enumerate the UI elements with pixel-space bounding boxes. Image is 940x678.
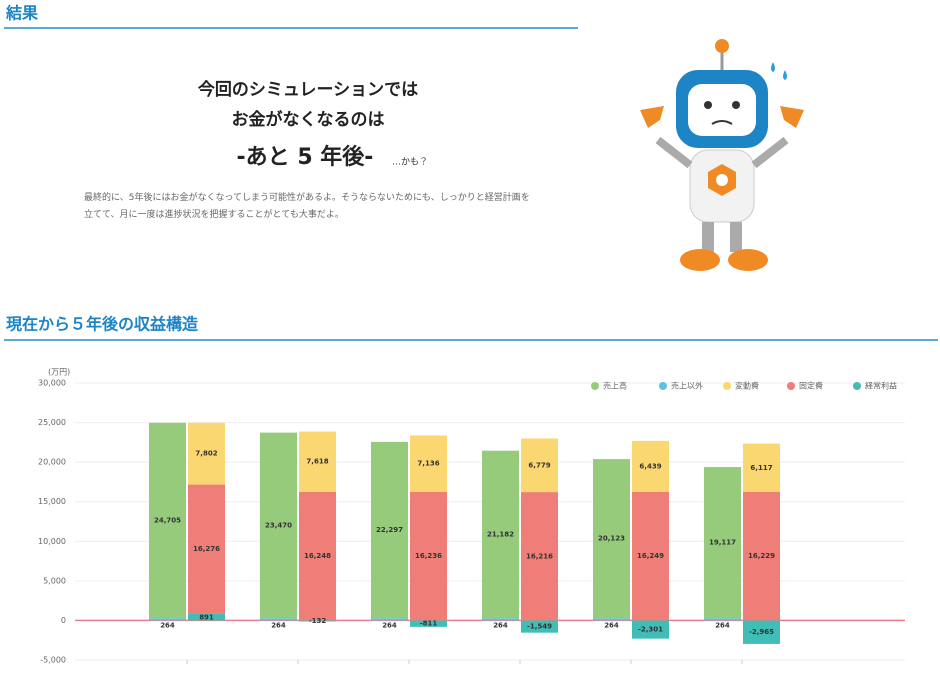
bar-segment [593,618,630,621]
y-tick-label: 15,000 [38,497,66,506]
value-label: 264 [160,621,175,629]
bar-segment [521,492,558,621]
bar-segment [593,459,630,619]
value-label: 264 [604,621,619,629]
robot [640,39,804,271]
value-label: -1,549 [527,623,552,631]
value-label: -2,965 [749,628,774,636]
bar-segment [632,440,669,492]
result-message: 最終的に、5年後にはお金がなくなってしまう可能性があるよ。そうならないためにも、… [84,193,530,220]
y-tick-label: 0 [61,616,66,625]
value-label: 891 [199,613,214,621]
y-axis-label: (万円) [48,368,70,377]
bar-segment [371,618,408,621]
bar-segment [299,491,336,621]
bar-segment [704,618,741,621]
value-label: 16,276 [193,545,220,553]
bar-segment [299,431,336,492]
bar-segment [482,618,519,621]
y-tick-label: 25,000 [38,418,66,427]
value-label: 7,618 [306,458,328,466]
value-label: 7,136 [417,460,439,468]
value-label: -132 [309,617,327,625]
value-label: 22,297 [376,526,403,534]
result-aside: …かも？ [392,157,428,168]
bar-segment [188,613,225,621]
y-tick-label: 10,000 [38,537,66,546]
legend-swatch [723,382,731,390]
bar-segment [482,450,519,619]
value-label: 24,705 [154,517,181,525]
bar-segment [632,620,669,639]
y-tick-label: -5,000 [40,656,66,665]
bar-segment [521,620,558,633]
bar-segment [299,620,336,622]
value-label: 16,248 [304,552,331,560]
value-label: 264 [271,621,286,629]
y-tick-label: 5,000 [43,576,66,585]
legend-swatch [853,382,861,390]
value-label: 6,779 [528,461,550,469]
value-label: 7,802 [195,450,217,458]
bar-segment [260,432,297,619]
value-label: 19,117 [709,539,736,547]
value-label: 264 [382,621,397,629]
legend-swatch [591,382,599,390]
bar-segment [410,491,447,621]
y-tick-label: 20,000 [38,458,66,467]
message-box: 最終的に、5年後にはお金がなくなってしまう可能性があるよ。そうならないためにも、… [84,193,530,220]
bar-segment [632,491,669,621]
value-label: 21,182 [487,531,514,539]
legend-label: 固定費 [799,381,823,391]
bar-segment [188,422,225,485]
legend-label: 変動費 [735,381,759,391]
value-label: 16,236 [415,552,442,560]
value-label: 16,216 [526,552,553,560]
bar-segment [521,438,558,493]
bar-segment [704,467,741,619]
bar-segment [188,484,225,614]
result-line1: 今回のシミュレーションでは [198,79,418,100]
value-label: -811 [420,620,438,628]
legend-label: 売上以外 [671,381,703,391]
value-label: 264 [493,621,508,629]
bar-segment [149,422,186,619]
section-title: 現在から５年後の収益構造 [6,315,198,334]
legend-swatch [659,382,667,390]
value-label: 23,470 [265,521,292,529]
bar-segment [260,618,297,621]
legend-label: 経常利益 [865,381,897,391]
value-label: 6,117 [750,464,772,472]
bar-segment [743,491,780,621]
result-line2: お金がなくなるのは [232,109,385,130]
value-label: 16,229 [748,552,775,560]
bar-segment [743,620,780,644]
bar-segment [743,443,780,492]
y-tick-label: 30,000 [38,379,66,388]
bar-segment [371,441,408,619]
value-label: 16,249 [637,552,664,560]
legend-label: 売上高 [603,381,627,391]
header-title: 結果 [5,4,38,23]
legend-swatch [787,382,795,390]
value-label: 6,439 [639,462,661,470]
value-label: 264 [715,621,730,629]
value-label: -2,301 [638,626,663,634]
value-label: 20,123 [598,535,625,543]
bar-segment [410,620,447,627]
bar-segment [149,618,186,621]
bar-segment [410,435,447,492]
result-headline: -あと 5 年後- [237,144,374,170]
